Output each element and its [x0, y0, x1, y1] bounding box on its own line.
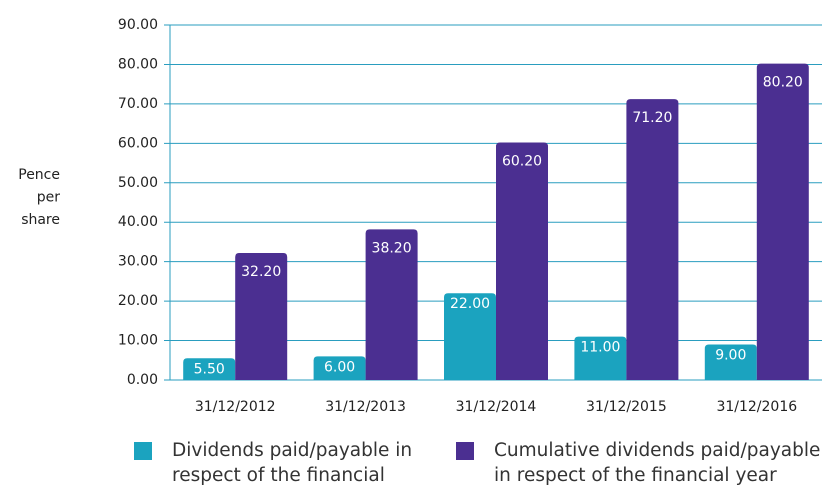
chart: Pence per share 0.00 10.00 20.00 30.00 40.00 50.…: [18, 17, 822, 415]
bar: [235, 252, 288, 380]
bar: [756, 63, 809, 381]
x-tick-label: 31/12/2013: [325, 399, 406, 415]
value-label: 9.00: [715, 348, 746, 364]
bar: [365, 229, 418, 380]
y-tick-label: 80.00: [118, 56, 158, 72]
y-tick-label: 30.00: [118, 254, 158, 270]
value-label: 71.20: [632, 110, 672, 126]
value-label: 80.20: [763, 75, 803, 91]
y-axis-label: Pence per share: [18, 167, 60, 228]
y-tick-label: 10.00: [118, 333, 158, 349]
bar: [704, 344, 757, 380]
legend-swatch: [456, 442, 474, 460]
value-label: 60.20: [502, 154, 542, 170]
legend-item: Cumulative dividends paid/payable in res…: [456, 438, 824, 488]
x-tick-label: 31/12/2016: [716, 399, 797, 415]
legend-label: Dividends paid/payable in respect of the…: [172, 440, 413, 486]
value-label: 6.00: [324, 359, 355, 375]
x-tick-label: 31/12/2015: [586, 399, 667, 415]
legend-label: Cumulative dividends paid/payable in res…: [494, 440, 821, 486]
value-label: 32.20: [241, 264, 281, 280]
x-tick-label: 31/12/2012: [195, 399, 276, 415]
y-tick-label: 0.00: [127, 372, 158, 388]
value-label: 22.00: [450, 296, 490, 312]
bar: [496, 142, 548, 380]
y-tick-label: 40.00: [118, 214, 158, 230]
value-label: 11.00: [580, 340, 620, 356]
value-label: 38.20: [372, 240, 412, 256]
bar: [626, 99, 679, 381]
value-label: 5.50: [194, 361, 225, 377]
y-tick-label: 90.00: [118, 17, 158, 33]
x-tick-label: 31/12/2014: [456, 399, 537, 415]
bar: [313, 356, 366, 380]
bar: [574, 336, 627, 380]
y-tick-label: 20.00: [118, 293, 158, 309]
legend-item: Dividends paid/payable in respect of the…: [134, 438, 422, 489]
legend-swatch: [134, 442, 152, 460]
bar: [444, 293, 496, 380]
y-tick-label: 50.00: [118, 175, 158, 191]
y-tick-label: 70.00: [118, 96, 158, 112]
bar: [183, 358, 236, 380]
y-tick-label: 60.00: [118, 135, 158, 151]
